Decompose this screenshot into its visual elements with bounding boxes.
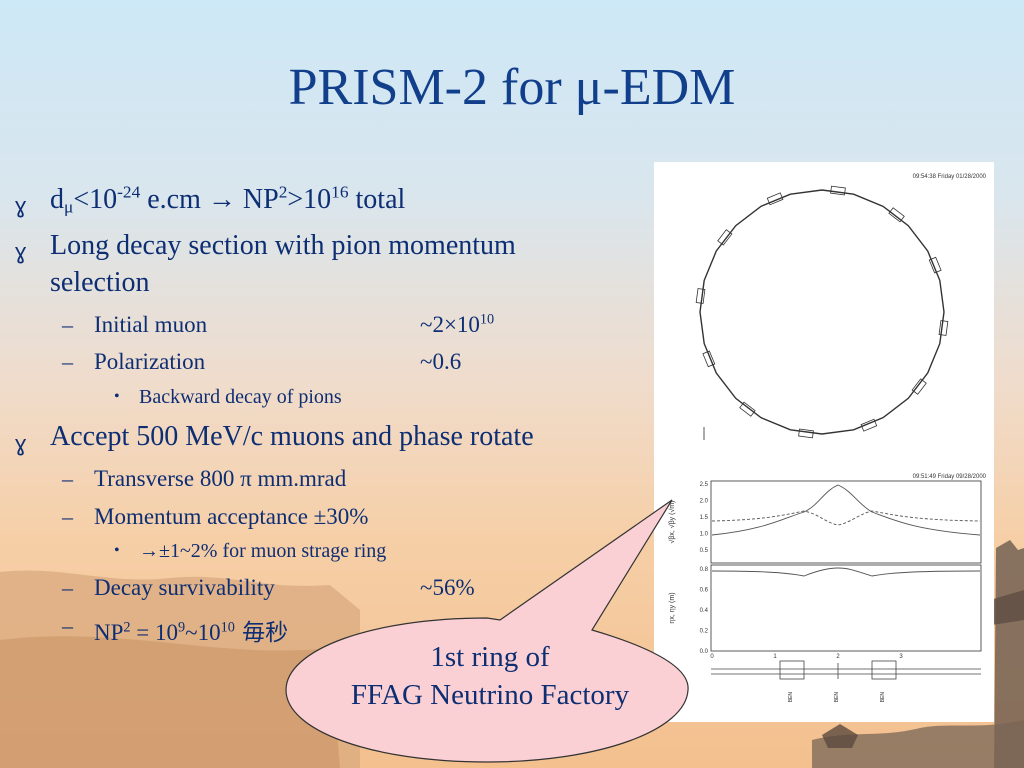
dash-icon: – xyxy=(62,466,73,491)
sub-item-np-rate: NP2 = 109~1010 毎秒 xyxy=(94,619,289,646)
beta-tick-label: 1.0 xyxy=(700,532,709,538)
dispersion-curve xyxy=(711,567,981,577)
ring-magnet xyxy=(766,192,784,206)
callout-line2: FFAG Neutrino Factory xyxy=(350,679,630,711)
stamp-mid: 09:51:49 Friday 09/28/2000 xyxy=(913,474,987,480)
sub-item-momentum: Momentum acceptance ±30% xyxy=(94,504,369,529)
bullet-decay-section-line2: selection xyxy=(50,267,150,298)
beta-ylabel: √βx, √βy (√m) xyxy=(668,501,676,544)
ring-magnet xyxy=(702,350,716,368)
disp-tick-label: 0.4 xyxy=(700,608,709,614)
ffag-ring-plots: 09:54:38 Friday 01/28/2000 09:51:49 Frid… xyxy=(668,174,987,703)
x-tick-label: 2 xyxy=(836,654,840,660)
beta-tick-label: 2.0 xyxy=(700,499,709,505)
disp-tick-label: 0.6 xyxy=(700,588,709,594)
sub-sub-item-backward-decay: Backward decay of pions xyxy=(139,386,342,408)
beta-tick-label: 0.5 xyxy=(700,548,709,554)
dispersion-plot: 0.8 0.6 0.4 0.2 0.0 ηx, ηy (m) 0 1 2 3 xyxy=(669,564,982,660)
bullet-edm-limit: dμ<10-24 e.cm → NP2>1016 total xyxy=(50,182,406,217)
sub-item-decay-value: ~56% xyxy=(420,575,475,600)
ring-layout xyxy=(695,185,949,439)
magnet-label: BEN xyxy=(788,692,794,703)
callout-line1: 1st ring of xyxy=(430,641,550,673)
dash-icon: – xyxy=(62,613,73,638)
bullet-icon: ɣ xyxy=(14,432,28,457)
x-tick-label: 0 xyxy=(710,654,714,660)
dash-icon: – xyxy=(62,349,73,374)
ring-magnet xyxy=(860,418,878,432)
disp-tick-label: 0.2 xyxy=(700,629,709,635)
ring-magnet xyxy=(695,288,706,304)
x-tick-label: 1 xyxy=(773,654,777,660)
magnet-strip xyxy=(711,660,981,680)
bullet-decay-section-line1: Long decay section with pion momentum xyxy=(50,230,516,261)
sub-item-initial-muon-label: Initial muon xyxy=(94,312,208,337)
beta-curve-x xyxy=(711,484,981,536)
sub-item-polarization-label: Polarization xyxy=(94,349,206,374)
dot-icon: • xyxy=(114,542,120,559)
disp-tick-label: 0.8 xyxy=(700,567,709,573)
sub-item-initial-muon-value: ~2×1010 xyxy=(420,311,495,337)
ring-magnet xyxy=(798,428,814,439)
ring-magnet xyxy=(938,320,949,336)
sub-item-decay-label: Decay survivability xyxy=(94,575,275,600)
beta-curve-y xyxy=(711,510,981,526)
ring-magnet xyxy=(888,207,905,223)
beta-plot: 2.5 2.0 1.5 1.0 0.5 √βx, √βy (√m) xyxy=(668,480,982,564)
ring-magnet xyxy=(717,229,733,246)
ring-magnet xyxy=(739,401,756,417)
dash-icon: – xyxy=(62,575,73,600)
ring-magnet xyxy=(928,256,942,274)
disp-tick-label: 0.0 xyxy=(700,649,709,655)
bullet-accept-muons: Accept 500 MeV/c muons and phase rotate xyxy=(50,421,534,452)
magnet-label: BEN xyxy=(880,692,886,703)
ring-magnet xyxy=(911,378,927,395)
stamp-top: 09:54:38 Friday 01/28/2000 xyxy=(913,174,987,180)
ring-magnet xyxy=(830,185,846,196)
beta-tick-label: 2.5 xyxy=(700,482,709,488)
x-tick-label: 3 xyxy=(899,654,903,660)
dash-icon: – xyxy=(62,312,73,337)
sub-sub-item-momentum-ring: →±1~2% for muon strage ring xyxy=(139,540,387,562)
dash-icon: – xyxy=(62,504,73,529)
beta-tick-label: 1.5 xyxy=(700,515,709,521)
dot-icon: • xyxy=(114,388,120,405)
magnet-label: BEN xyxy=(834,692,840,703)
slide-title: PRISM-2 for μ-EDM xyxy=(288,59,736,116)
bullet-icon: ɣ xyxy=(14,240,28,265)
sub-item-polarization-value: ~0.6 xyxy=(420,349,462,374)
ffag-ring-figure: 09:54:38 Friday 01/28/2000 09:51:49 Frid… xyxy=(654,162,994,722)
disp-ylabel: ηx, ηy (m) xyxy=(669,592,676,623)
bullet-icon: ɣ xyxy=(14,194,28,219)
sub-item-transverse: Transverse 800 π mm.mrad xyxy=(94,466,347,491)
